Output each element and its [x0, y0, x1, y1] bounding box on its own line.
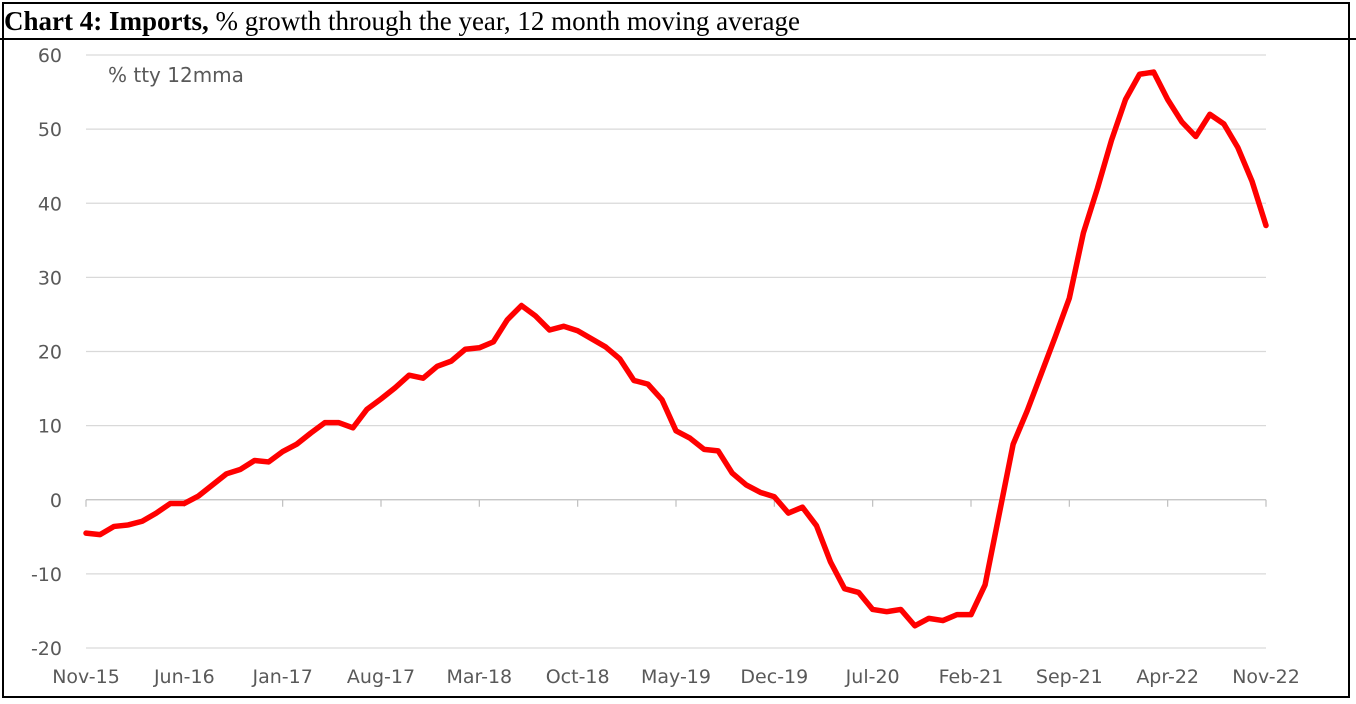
x-tick-label: Jan-17 [252, 666, 313, 688]
x-tick-label: May-19 [641, 666, 711, 688]
y-tick-label: 30 [38, 267, 62, 289]
y-tick-label: 0 [50, 490, 62, 512]
chart-title: Chart 4: Imports, % growth through the y… [0, 0, 1356, 40]
x-tick-label: Sep-21 [1036, 666, 1103, 688]
x-tick-label: Jun-16 [153, 666, 215, 688]
series-line-imports [83, 69, 1269, 629]
chart-title-bold: Chart 4: Imports, [4, 6, 209, 36]
x-tick-label: Nov-15 [52, 666, 120, 688]
chart-title-rest: % growth through the year, 12 month movi… [208, 6, 801, 36]
x-tick-label: Jul-20 [845, 666, 900, 688]
x-tick-label: Oct-18 [546, 666, 610, 688]
x-tick-label: Aug-17 [347, 666, 415, 688]
y-axis-tick-labels: 60 50 40 30 20 10 0 -10 -20 [31, 45, 62, 660]
x-tick-label: Apr-22 [1136, 666, 1199, 688]
y-tick-label: -20 [31, 638, 62, 660]
series-layer [83, 69, 1269, 629]
x-tick-label: Mar-18 [446, 666, 512, 688]
x-axis-ticks [85, 499, 1267, 507]
x-axis-tick-labels: Nov-15 Jun-16 Jan-17 Aug-17 Mar-18 Oct-18 May-… [52, 666, 1300, 688]
gridlines [86, 54, 1266, 649]
x-tick-label: Nov-22 [1232, 666, 1300, 688]
y-tick-label: 60 [38, 45, 62, 67]
y-tick-label: 10 [38, 416, 62, 438]
units-annotation: % tty 12mma [108, 63, 244, 87]
y-tick-label: 50 [38, 119, 62, 141]
x-tick-label: Dec-19 [740, 666, 808, 688]
x-tick-label: Feb-21 [939, 666, 1004, 688]
y-tick-label: 40 [38, 193, 62, 215]
y-tick-label: -10 [31, 564, 62, 586]
y-tick-label: 20 [38, 342, 62, 364]
